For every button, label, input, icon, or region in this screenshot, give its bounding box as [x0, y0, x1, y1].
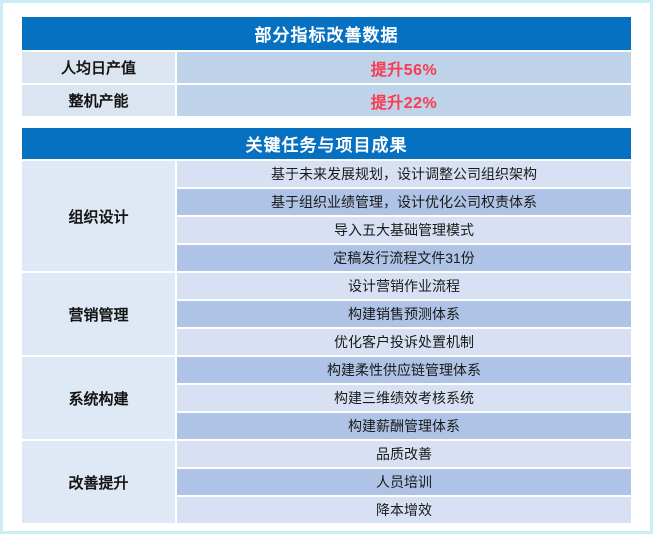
metric-row: 人均日产值 提升56%	[22, 52, 631, 83]
task-cell: 设计营销作业流程	[177, 273, 631, 299]
metric-value-daily-output: 提升56%	[177, 52, 631, 83]
task-cell: 品质改善	[177, 441, 631, 467]
task-cell: 基于未来发展规划，设计调整公司组织架构	[177, 161, 631, 187]
task-cell: 构建薪酬管理体系	[177, 413, 631, 439]
category-org-design: 组织设计	[22, 161, 175, 271]
metrics-table: 部分指标改善数据 人均日产值 提升56% 整机产能 提升22%	[22, 17, 631, 116]
category-system-build: 系统构建	[22, 357, 175, 439]
tasks-table-title: 关键任务与项目成果	[22, 128, 631, 159]
category-marketing: 营销管理	[22, 273, 175, 355]
task-cell: 导入五大基础管理模式	[177, 217, 631, 243]
metric-row: 整机产能 提升22%	[22, 85, 631, 116]
tasks-grid: 组织设计 营销管理 系统构建 改善提升 基于未来发展规划，设计调整公司组织架构 …	[22, 161, 631, 523]
metric-label-daily-output: 人均日产值	[22, 52, 175, 83]
metric-value-machine-capacity: 提升22%	[177, 85, 631, 116]
category-improvement: 改善提升	[22, 441, 175, 523]
task-cell: 构建销售预测体系	[177, 301, 631, 327]
task-cell: 降本增效	[177, 497, 631, 523]
metric-label-machine-capacity: 整机产能	[22, 85, 175, 116]
task-cell: 构建柔性供应链管理体系	[177, 357, 631, 383]
task-cell: 基于组织业绩管理，设计优化公司权责体系	[177, 189, 631, 215]
tasks-table: 关键任务与项目成果 组织设计 营销管理 系统构建 改善提升 基于未来发展规划，设…	[22, 128, 631, 523]
metrics-table-title: 部分指标改善数据	[22, 17, 631, 50]
task-cell: 人员培训	[177, 469, 631, 495]
task-cell: 优化客户投诉处置机制	[177, 329, 631, 355]
task-cell: 定稿发行流程文件31份	[177, 245, 631, 271]
task-cell: 构建三维绩效考核系统	[177, 385, 631, 411]
